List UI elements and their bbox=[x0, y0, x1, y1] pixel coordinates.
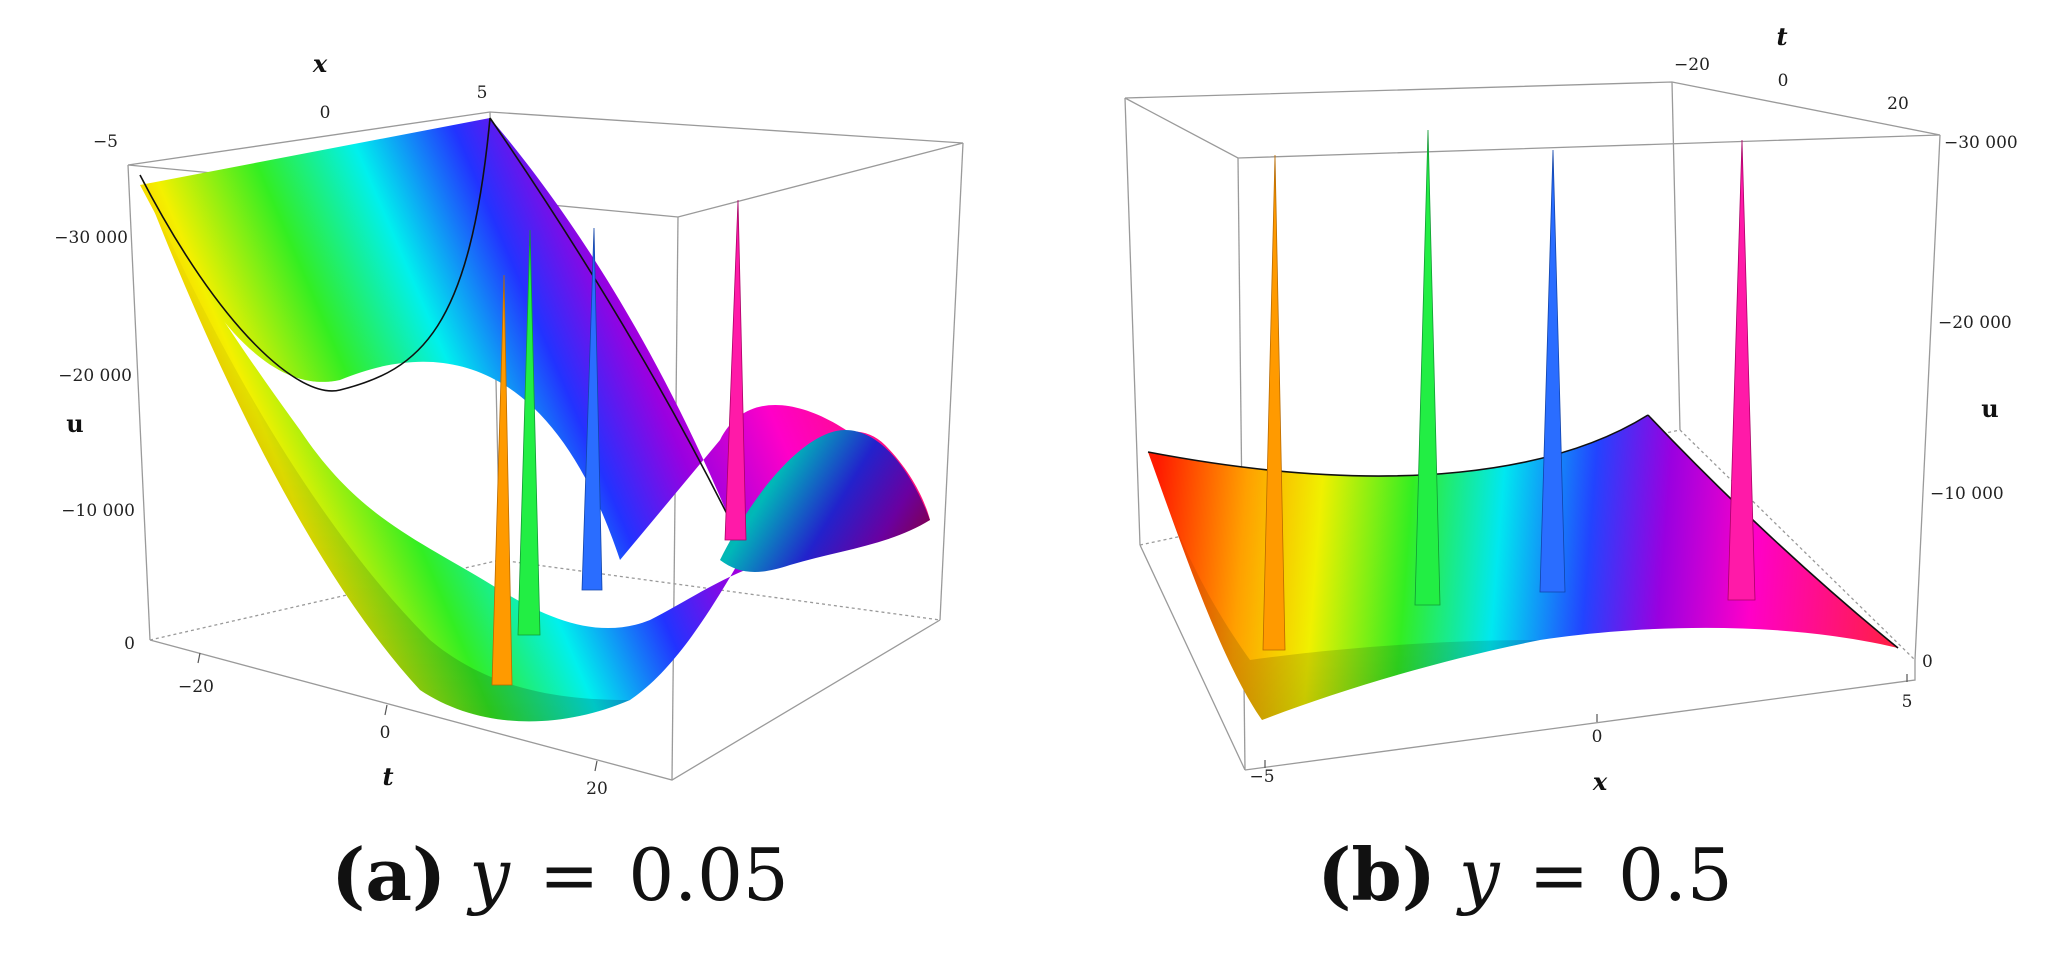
panel-a-caption-var: y bbox=[466, 833, 511, 917]
panel-a-x-tick: −5 bbox=[93, 132, 118, 152]
panel-b-spikes bbox=[1262, 129, 1756, 651]
panel-a-spike-green bbox=[517, 229, 541, 636]
panel-a-caption-value: 0.05 bbox=[628, 833, 788, 917]
panel-b-spike-magenta bbox=[1727, 139, 1756, 601]
panel-a-x-axis: −5 0 5 x bbox=[93, 49, 487, 152]
panel-b-caption-var: y bbox=[1456, 833, 1501, 917]
panel-b-t-tick: −20 bbox=[1674, 55, 1710, 75]
panel-a-t-tick: 0 bbox=[380, 723, 391, 743]
panel-b-x-axis: −5 0 5 x bbox=[1249, 674, 1912, 796]
panel-b-u-tick: −30 000 bbox=[1944, 133, 2018, 153]
panel-a-u-tick: −20 000 bbox=[58, 366, 132, 386]
panel-b-t-axis: −20 0 20 t bbox=[1674, 22, 1909, 114]
panel-a-surface-edge bbox=[139, 117, 731, 521]
panel-a-t-tick: 20 bbox=[586, 779, 608, 799]
panel-a-u-axis: 0 −10 000 −20 000 −30 000 u bbox=[54, 228, 135, 654]
panel-b-spike-green bbox=[1414, 129, 1441, 606]
panel-a-u-label: u bbox=[66, 409, 83, 438]
panel-b-spike-blue bbox=[1539, 149, 1566, 593]
panel-a-spike-magenta bbox=[724, 199, 747, 541]
panel-a-surface-wave bbox=[720, 430, 930, 572]
panel-b-x-tick: −5 bbox=[1249, 767, 1274, 787]
panel-b-u-tick: −20 000 bbox=[1938, 313, 2012, 333]
panel-b-surface-shade bbox=[1148, 452, 1540, 720]
panel-b-t-label: t bbox=[1776, 22, 1787, 51]
panel-a-spike-blue bbox=[581, 227, 603, 591]
panel-a-t-tick: −20 bbox=[178, 677, 214, 697]
panel-b-caption-tag: (b) bbox=[1317, 832, 1435, 917]
panel-a-u-tick: 0 bbox=[124, 634, 135, 654]
panel-b-u-label: u bbox=[1981, 394, 1998, 423]
panel-b-u-tick: −10 000 bbox=[1930, 484, 2004, 504]
panel-a-spike-orange bbox=[491, 274, 513, 686]
panel-b-x-tick: 0 bbox=[1592, 727, 1603, 747]
panel-a-caption-eq: = bbox=[539, 833, 599, 917]
panel-b-t-tick: 0 bbox=[1778, 71, 1789, 91]
panel-b-caption: (b) y = 0.5 bbox=[1317, 832, 1732, 917]
panel-b-surface bbox=[1148, 415, 1898, 720]
panel-a: −5 0 5 x −20 0 20 t 0 −10 000 −20 000 −3… bbox=[54, 49, 964, 917]
panel-b-t-tick: 20 bbox=[1887, 94, 1909, 114]
panel-b-u-tick: 0 bbox=[1922, 652, 1933, 672]
panel-b-caption-value: 0.5 bbox=[1618, 833, 1733, 917]
panel-a-spikes bbox=[491, 199, 747, 686]
panel-a-u-tick: −10 000 bbox=[61, 501, 135, 521]
panel-a-x-tick: 5 bbox=[477, 83, 488, 103]
panel-a-x-label: x bbox=[312, 49, 328, 78]
panel-a-caption: (a) y = 0.05 bbox=[331, 832, 788, 917]
panel-b-spike-orange bbox=[1262, 154, 1286, 651]
panel-b-caption-eq: = bbox=[1529, 833, 1589, 917]
panel-a-t-axis: −20 0 20 t bbox=[178, 652, 608, 799]
panel-a-surface-shade bbox=[140, 175, 630, 722]
panel-a-x-tick: 0 bbox=[320, 103, 331, 123]
panel-a-t-label: t bbox=[382, 762, 393, 791]
panel-b-x-label: x bbox=[1592, 767, 1608, 796]
panel-b: −5 0 5 x −20 0 20 t 0 −10 000 −20 000 −3… bbox=[1124, 22, 2018, 917]
panel-b-x-tick: 5 bbox=[1902, 692, 1913, 712]
panel-a-u-tick: −30 000 bbox=[54, 228, 128, 248]
panel-a-caption-tag: (a) bbox=[331, 832, 446, 917]
panel-b-u-axis: 0 −10 000 −20 000 −30 000 u bbox=[1922, 133, 2018, 672]
